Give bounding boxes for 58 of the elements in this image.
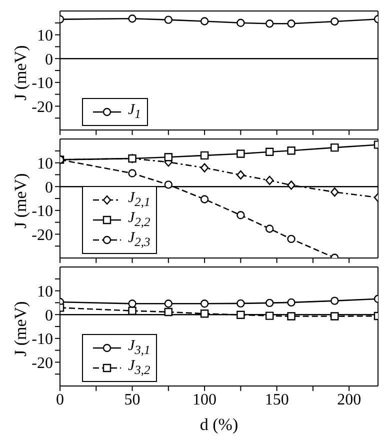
- point: [236, 150, 245, 158]
- point: [128, 300, 136, 308]
- y-tick-label: -20: [32, 354, 53, 372]
- point: [128, 306, 136, 315]
- point: [265, 176, 274, 186]
- point: [330, 143, 339, 152]
- y-tick-label: -10: [32, 331, 53, 348]
- x-tick-label: 0: [56, 391, 64, 408]
- point: [265, 224, 274, 233]
- point: [164, 308, 173, 316]
- x-tick-label: 50: [124, 391, 140, 408]
- y-tick-label: 10: [37, 283, 53, 300]
- y-tick-label: 0: [45, 179, 53, 196]
- point: [287, 146, 296, 155]
- point: [287, 298, 296, 307]
- point: [330, 312, 339, 320]
- point: [200, 195, 209, 204]
- point: [236, 299, 245, 308]
- y-tick-label: 10: [37, 155, 53, 172]
- point: [330, 187, 339, 197]
- y-tick-label: -20: [32, 98, 53, 116]
- legend-label: J$_{3,1}$: [128, 338, 150, 358]
- y-tick-label: -10: [32, 203, 53, 220]
- point: [128, 169, 136, 178]
- point: [164, 152, 173, 162]
- legend-label: J$_{2,3}$: [128, 230, 150, 250]
- point: [287, 180, 296, 190]
- y-axis-title: J (meV): [11, 173, 30, 228]
- y-tick-label: 10: [37, 27, 53, 44]
- point: [200, 300, 209, 308]
- legend-label: J$_{1}$: [128, 102, 141, 122]
- y-tick-label: -10: [32, 75, 53, 92]
- point: [287, 234, 296, 244]
- x-tick-label: 100: [192, 391, 217, 408]
- legend-label: J$_{2,1}$: [128, 190, 150, 210]
- point: [200, 151, 209, 160]
- x-tick-label: 150: [264, 391, 289, 408]
- point: [265, 298, 274, 308]
- point: [164, 180, 173, 189]
- point: [265, 148, 274, 156]
- legend-label: J$_{2,2}$: [128, 210, 150, 230]
- point: [236, 310, 245, 319]
- y-tick-label: -20: [32, 226, 53, 244]
- point: [200, 310, 209, 318]
- point: [287, 312, 296, 320]
- point: [265, 312, 274, 320]
- legend-label: J$_{3,2}$: [128, 358, 150, 378]
- y-tick-label: 0: [45, 51, 53, 68]
- y-axis-title: J (meV): [11, 45, 30, 100]
- y-tick-label: 0: [45, 307, 53, 324]
- point: [236, 170, 245, 180]
- x-tick-label: 200: [337, 391, 362, 408]
- point: [236, 211, 245, 220]
- point: [330, 296, 339, 305]
- point: [200, 163, 209, 172]
- y-axis-title: J (meV): [11, 301, 30, 356]
- point: [164, 300, 173, 308]
- x-axis-title: d (%): [200, 415, 238, 434]
